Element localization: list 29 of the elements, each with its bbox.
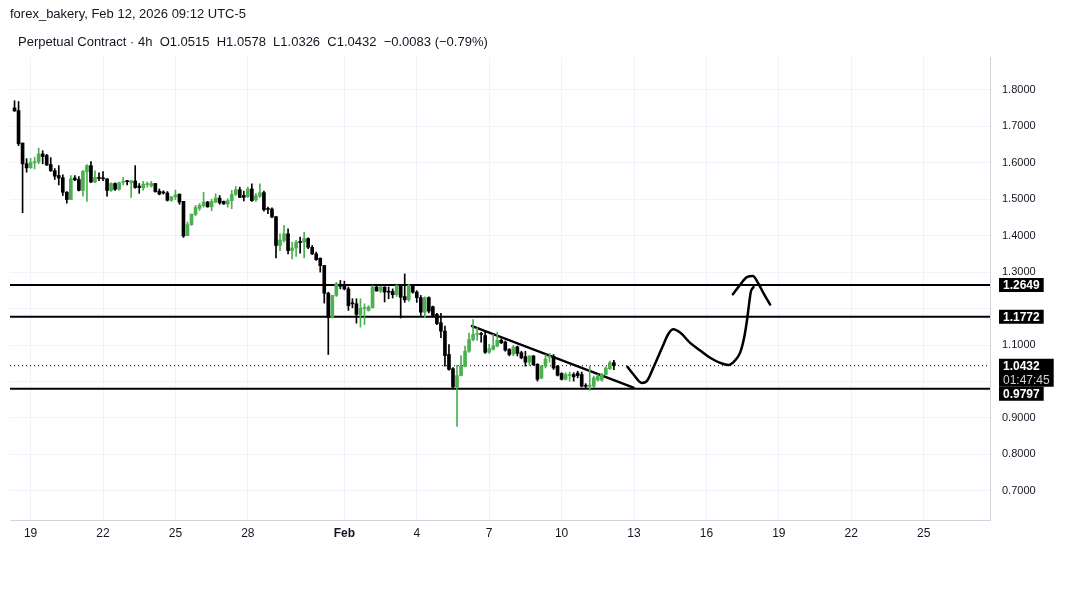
- y-tick-label: 0.9000: [1002, 410, 1036, 423]
- y-tick-label: 1.4000: [1002, 228, 1036, 241]
- y-tick-label: 1.7000: [1002, 119, 1036, 132]
- x-tick-label: 4: [413, 525, 421, 540]
- y-tick-label: 1.8000: [1002, 82, 1036, 95]
- y-tick-label: 1.6000: [1002, 155, 1036, 168]
- ref-line-label: 0.9797: [1003, 386, 1041, 401]
- x-tick-label: 22: [844, 525, 859, 540]
- y-tick-label: 0.8000: [1002, 447, 1036, 460]
- x-tick-label: 28: [241, 525, 255, 540]
- x-tick-label: 19: [772, 525, 786, 540]
- ref-line-label: 1.2649: [1003, 277, 1041, 292]
- x-tick-label: 25: [168, 525, 183, 540]
- x-tick-label: 22: [96, 525, 111, 540]
- y-tick-label: 1.3000: [1002, 265, 1036, 278]
- text: forex_bakery, Feb 12, 2026 09:12 UTC-5: [10, 6, 247, 21]
- x-tick-label: 7: [485, 525, 493, 540]
- y-tick-label: 1.5000: [1002, 192, 1036, 205]
- ref-line-label: 1.1772: [1003, 309, 1041, 324]
- y-tick-label: 0.7000: [1002, 483, 1036, 496]
- x-tick-label: 13: [627, 525, 641, 540]
- x-tick-label: Feb: [333, 525, 356, 540]
- x-tick-label: 19: [23, 525, 38, 540]
- x-tick-label: 25: [916, 525, 931, 540]
- x-tick-label: 16: [699, 525, 714, 540]
- ref-line-label: 1.0432 01:47:45: [1003, 358, 1051, 387]
- y-tick-label: 1.1000: [1002, 338, 1036, 351]
- chart-title: Perpetual Contract · 4h O1.0515 H1.0578 L1.0326 C1.0432 −0.0083 (−0.79%): [18, 34, 488, 49]
- x-tick-label: 10: [554, 525, 569, 540]
